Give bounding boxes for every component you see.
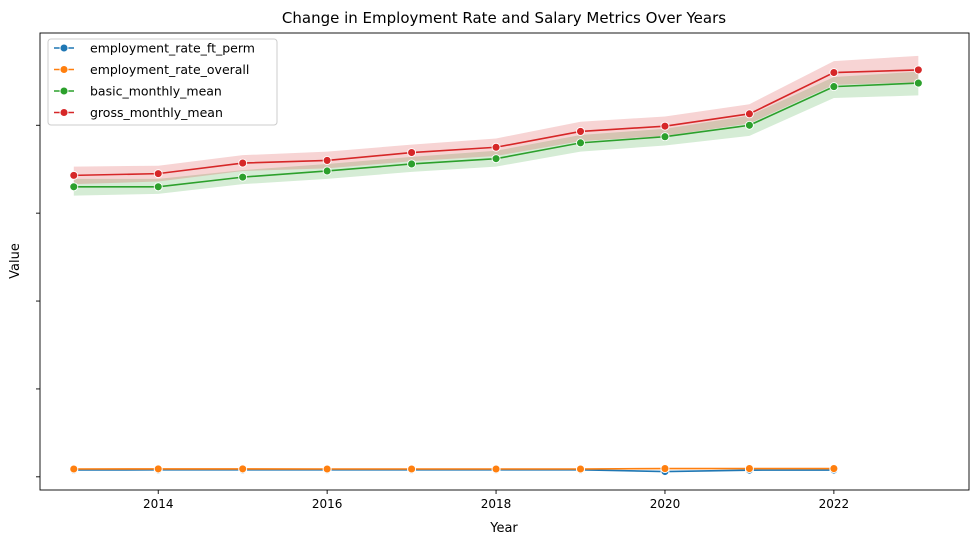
point-gross_monthly_mean-2013 — [69, 170, 79, 180]
point-gross_monthly_mean-2014 — [153, 169, 163, 179]
point-gross_monthly_mean-2016 — [322, 155, 332, 165]
point-gross_monthly_mean-2022 — [829, 68, 839, 77]
point-basic_monthly_mean-2016 — [322, 166, 332, 176]
point-basic_monthly_mean-2023 — [913, 78, 923, 88]
chart-title: Change in Employment Rate and Salary Met… — [282, 9, 726, 27]
point-basic_monthly_mean-2014 — [153, 182, 163, 192]
legend-marker-employment_rate_ft_perm — [59, 43, 69, 53]
x-axis-label: Year — [489, 521, 518, 536]
point-gross_monthly_mean-2019 — [576, 126, 585, 136]
point-gross_monthly_mean-2020 — [660, 121, 670, 131]
point-employment_rate_overall-2018 — [491, 464, 501, 474]
point-basic_monthly_mean-2017 — [407, 159, 417, 169]
point-basic_monthly_mean-2019 — [576, 138, 585, 148]
point-gross_monthly_mean-2015 — [238, 158, 248, 168]
point-basic_monthly_mean-2022 — [829, 82, 839, 92]
line-employment_rate_ft_perm — [73, 469, 834, 473]
point-gross_monthly_mean-2021 — [744, 109, 754, 119]
legend-label-basic_monthly_mean: basic_monthly_mean — [90, 84, 222, 99]
point-gross_monthly_mean-2023 — [913, 65, 923, 75]
point-employment_rate_overall-2015 — [238, 464, 248, 474]
point-basic_monthly_mean-2018 — [491, 154, 501, 164]
plot-area-frame — [39, 32, 970, 491]
legend: employment_rate_ft_perm employment_rate_o… — [47, 38, 278, 126]
y-axis-label: Value — [8, 243, 23, 279]
y-axis-ticks — [36, 124, 40, 478]
point-employment_rate_overall-2017 — [407, 464, 417, 474]
series-lines — [73, 69, 919, 473]
point-employment_rate_overall-2013 — [69, 464, 79, 474]
point-basic_monthly_mean-2013 — [69, 182, 79, 192]
point-employment_rate_overall-2014 — [153, 464, 163, 474]
legend-marker-employment_rate_overall — [59, 65, 69, 74]
series-markers — [69, 65, 923, 476]
legend-marker-basic_monthly_mean — [59, 86, 69, 96]
point-employment_rate_overall-2021 — [744, 464, 754, 474]
point-employment_rate_overall-2022 — [829, 464, 839, 474]
legend-label-employment_rate_overall: employment_rate_overall — [90, 62, 249, 77]
legend-label-employment_rate_ft_perm: employment_rate_ft_perm — [90, 41, 255, 56]
x-axis-ticks: 2014 2016 2018 2020 2022 — [143, 490, 849, 511]
point-employment_rate_overall-2020 — [660, 464, 670, 474]
legend-box — [47, 38, 278, 126]
point-employment_rate_overall-2016 — [322, 464, 332, 474]
x-tick-label-2016: 2016 — [312, 497, 343, 511]
x-tick-label-2018: 2018 — [481, 497, 512, 511]
point-employment_rate_overall-2019 — [576, 464, 585, 474]
legend-label-gross_monthly_mean: gross_monthly_mean — [90, 105, 223, 120]
point-basic_monthly_mean-2021 — [744, 120, 754, 130]
legend-marker-gross_monthly_mean — [59, 108, 69, 117]
x-tick-label-2022: 2022 — [819, 497, 850, 511]
point-gross_monthly_mean-2017 — [407, 148, 417, 157]
point-gross_monthly_mean-2018 — [491, 142, 501, 152]
x-tick-label-2014: 2014 — [143, 497, 174, 511]
x-tick-label-2020: 2020 — [650, 497, 681, 511]
point-basic_monthly_mean-2015 — [238, 172, 248, 182]
point-basic_monthly_mean-2020 — [660, 132, 670, 142]
